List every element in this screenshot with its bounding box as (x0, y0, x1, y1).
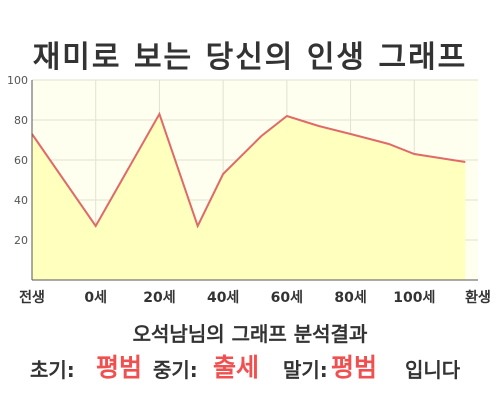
area-fill (32, 114, 466, 280)
y-tick-label: 100 (7, 74, 28, 87)
y-tick-label: 80 (14, 114, 28, 127)
middle-label: 중기: (153, 358, 198, 382)
late-label: 말기: (283, 358, 328, 382)
x-tick-label: 환생 (465, 289, 491, 306)
analysis-subtitle: 오석남님의 그래프 분석결과 (132, 322, 368, 346)
x-tick-label: 0세 (84, 290, 107, 306)
y-tick-label: 20 (14, 234, 28, 247)
x-tick-label: 20세 (143, 290, 175, 306)
x-tick-label: 80세 (334, 290, 366, 306)
y-tick-label: 60 (14, 154, 28, 167)
y-tick-label: 40 (14, 194, 28, 207)
early-value: 평범 (96, 353, 143, 382)
analysis-result: 초기: 평범 중기: 출세 말기: 평범 입니다 (0, 348, 500, 384)
middle-value: 출세 (213, 353, 260, 382)
x-tick-label: 60세 (271, 290, 303, 306)
late-value: 평범 (331, 353, 378, 382)
x-tick-label: 100세 (393, 290, 435, 306)
early-label: 초기: (30, 358, 75, 382)
x-tick-label: 전생 (19, 289, 45, 306)
chart-title: 재미로 보는 당신의 인생 그래프 (32, 40, 468, 75)
result-suffix: 입니다 (405, 358, 461, 382)
axes (31, 80, 478, 281)
x-tick-labels: 전생 0세 20세 40세 60세 80세 100세 환생 (19, 289, 491, 306)
x-tick-label: 40세 (207, 290, 239, 306)
series-line (31, 111, 466, 229)
y-tick-labels: 20 40 60 80 100 (7, 74, 28, 247)
life-graph-chart: 20 40 60 80 100 전생 0세 20세 40세 60세 80세 100세 환생 (7, 74, 491, 306)
